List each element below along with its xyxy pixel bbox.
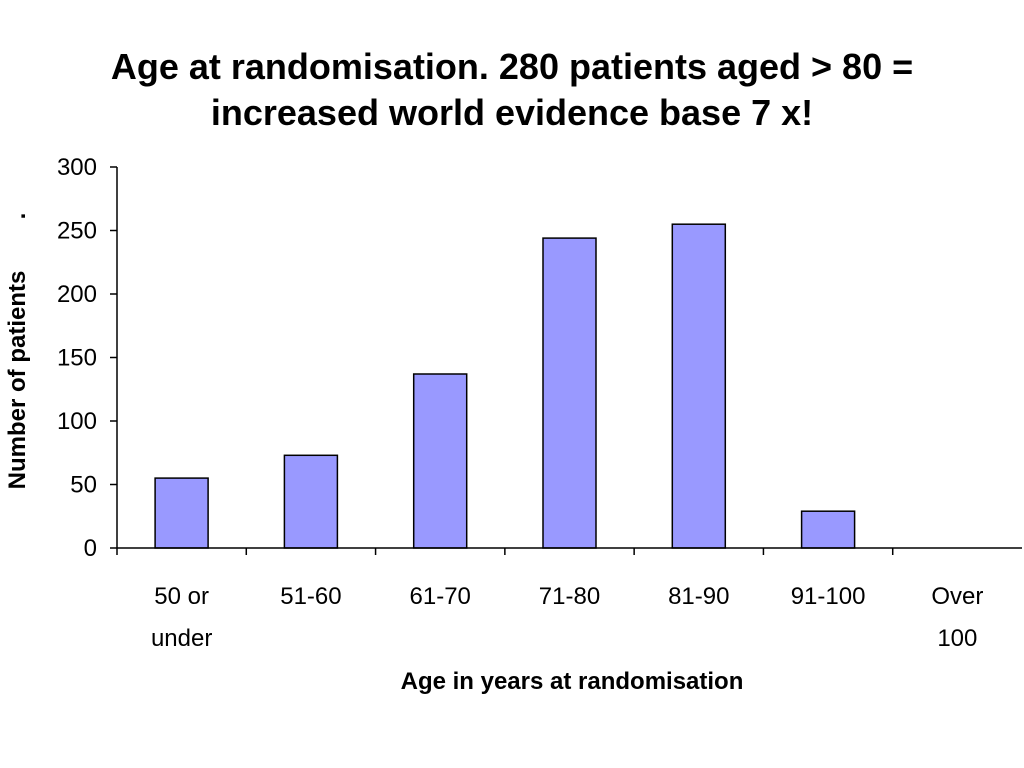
x-tick-label-5: 81-90 <box>668 583 729 610</box>
x-tick-label-4: 71-80 <box>539 583 600 610</box>
bar-1 <box>154 477 209 549</box>
x-tick-label-2: 51-60 <box>280 583 341 610</box>
plot-area: 0 50 100 150 200 250 300 50 or under 51-60 61-70 71… <box>57 154 1022 652</box>
x-axis-label: Age in years at randomisation <box>401 668 744 695</box>
bar-2 <box>283 454 339 549</box>
y-tick-label-50: 50 <box>70 472 97 499</box>
x-tick-label-7: Over 100 <box>931 583 983 652</box>
bar-4 <box>542 237 597 549</box>
x-tick-label-1: 50 or under <box>151 583 212 652</box>
bar-3 <box>412 373 468 549</box>
y-axis-label: Number of patients <box>4 271 31 490</box>
y-tick-label-200: 200 <box>57 281 97 308</box>
chart-title-line-2: increased world evidence base 7 x! <box>210 92 814 133</box>
y-tick-label-250: 250 <box>57 218 97 245</box>
x-tick-label-3: 61-70 <box>410 583 471 610</box>
x-tick-label-6: 91-100 <box>791 583 866 610</box>
y-tick-label-100: 100 <box>57 408 97 435</box>
y-tick-label-150: 150 <box>57 345 97 372</box>
y-axis-label-suffix: . <box>4 213 31 220</box>
chart-title-line-1: Age at randomisation. 280 patients aged … <box>110 46 914 87</box>
chart-title: Age at randomisation. 280 patients aged … <box>0 44 1024 136</box>
bar-6 <box>800 510 856 549</box>
bar-5 <box>671 223 727 549</box>
y-tick-label-300: 300 <box>57 154 97 181</box>
y-tick-label-0: 0 <box>84 535 97 562</box>
